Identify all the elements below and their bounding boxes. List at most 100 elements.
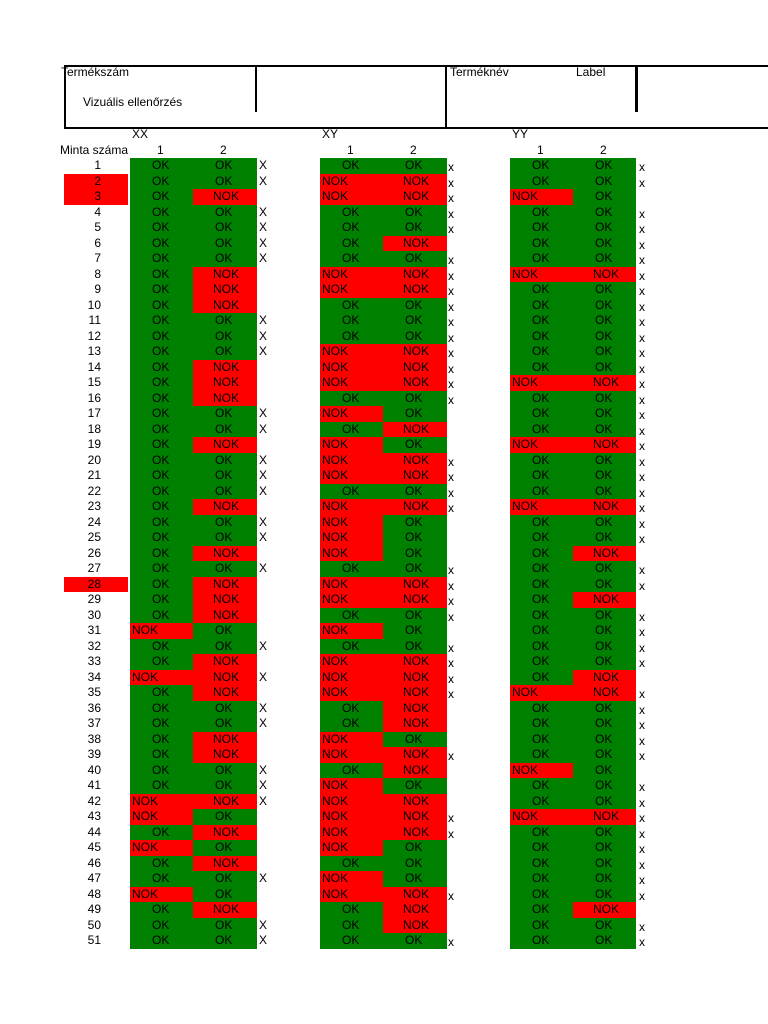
result-cell: OK	[130, 406, 193, 422]
result-cell: NOK	[510, 266, 573, 282]
result-cell: OK	[193, 917, 257, 933]
check-mark: x	[639, 330, 645, 345]
result-cell: OK	[193, 561, 257, 577]
result-cell: OK	[193, 514, 257, 530]
result-cell: OK	[510, 716, 573, 732]
result-cell: OK	[383, 778, 447, 794]
check-mark: X	[259, 716, 268, 730]
sample-number: 21	[87, 468, 101, 482]
result-cell: NOK	[193, 282, 257, 298]
result-cell: OK	[130, 282, 193, 298]
sample-number: 10	[87, 297, 101, 312]
result-cell: OK	[510, 654, 573, 670]
check-mark: x	[639, 222, 645, 236]
result-cell: OK	[573, 235, 636, 251]
result-cell: OK	[130, 499, 193, 515]
result-cell: OK	[130, 700, 193, 716]
result-cell: NOK	[193, 669, 257, 685]
product-number-label: Termékszám	[61, 65, 130, 79]
result-cell: OK	[573, 824, 636, 840]
result-cell: OK	[320, 716, 383, 732]
check-mark: x	[639, 284, 645, 298]
result-cell: OK	[193, 158, 257, 174]
xy-sub-1: 1	[347, 143, 354, 157]
result-cell: NOK	[383, 468, 447, 484]
sample-number: 40	[87, 762, 101, 777]
result-cell: OK	[320, 297, 383, 313]
sample-number: 31	[87, 623, 101, 637]
check-mark: X	[259, 871, 268, 885]
sample-number: 35	[87, 685, 101, 699]
check-mark: x	[639, 811, 645, 825]
sample-number: 8	[94, 266, 101, 281]
result-cell: NOK	[320, 840, 383, 856]
result-cell: OK	[573, 762, 636, 778]
result-cell: OK	[193, 468, 257, 484]
sample-number: 2	[94, 173, 101, 188]
result-cell: OK	[320, 902, 383, 918]
result-cell: OK	[510, 917, 573, 933]
sample-number: 33	[87, 654, 101, 668]
sample-number: 7	[94, 251, 101, 265]
result-cell: NOK	[193, 297, 257, 313]
result-cell: OK	[130, 731, 193, 747]
result-cell: OK	[573, 406, 636, 422]
result-cell: OK	[130, 654, 193, 670]
check-mark: X	[259, 251, 268, 265]
check-mark: x	[448, 377, 454, 391]
result-cell: OK	[193, 173, 257, 189]
check-mark: x	[639, 237, 645, 252]
result-cell: NOK	[320, 669, 383, 685]
sample-number: 13	[87, 344, 101, 358]
check-mark: x	[448, 563, 454, 577]
result-cell: OK	[383, 855, 447, 871]
check-mark: X	[259, 204, 268, 219]
sample-number: 14	[87, 359, 101, 374]
result-cell: OK	[573, 328, 636, 344]
row-highlight-marker	[64, 576, 128, 592]
result-cell: OK	[573, 561, 636, 577]
check-mark: x	[448, 811, 454, 825]
result-cell: NOK	[510, 685, 573, 701]
check-mark: x	[448, 392, 454, 407]
result-cell: OK	[573, 297, 636, 313]
check-mark: x	[639, 842, 645, 856]
sample-number: 9	[94, 282, 101, 296]
check-mark: x	[448, 299, 454, 314]
result-cell: NOK	[320, 514, 383, 530]
check-mark: x	[639, 687, 645, 701]
result-cell: NOK	[193, 375, 257, 391]
result-cell: OK	[193, 623, 257, 639]
sample-number: 6	[94, 235, 101, 250]
check-mark: x	[639, 609, 645, 624]
result-cell: NOK	[320, 886, 383, 902]
result-cell: NOK	[383, 359, 447, 375]
result-cell: OK	[130, 824, 193, 840]
result-cell: OK	[320, 328, 383, 344]
result-cell: OK	[510, 220, 573, 236]
result-cell: NOK	[130, 793, 193, 809]
header-bottom-border	[64, 127, 768, 129]
result-cell: NOK	[193, 266, 257, 282]
sample-number: 51	[87, 933, 101, 947]
sample-number: 3	[94, 189, 101, 203]
label-label: Label	[576, 65, 606, 79]
result-cell: NOK	[320, 731, 383, 747]
check-mark: x	[639, 857, 645, 872]
check-mark: x	[448, 749, 454, 763]
yy-sub-1: 1	[537, 143, 544, 157]
check-mark: x	[448, 175, 454, 190]
sample-number: 48	[87, 886, 101, 901]
sample-number: 29	[87, 592, 101, 606]
check-mark: X	[259, 406, 268, 420]
result-cell: OK	[130, 762, 193, 778]
result-cell: NOK	[193, 654, 257, 670]
yy-sub-2: 2	[600, 143, 607, 157]
result-cell: OK	[320, 421, 383, 437]
check-mark: X	[259, 452, 268, 467]
result-cell: NOK	[383, 592, 447, 608]
result-cell: OK	[193, 235, 257, 251]
result-cell: OK	[383, 514, 447, 530]
result-cell: NOK	[383, 762, 447, 778]
check-mark: x	[448, 935, 454, 949]
